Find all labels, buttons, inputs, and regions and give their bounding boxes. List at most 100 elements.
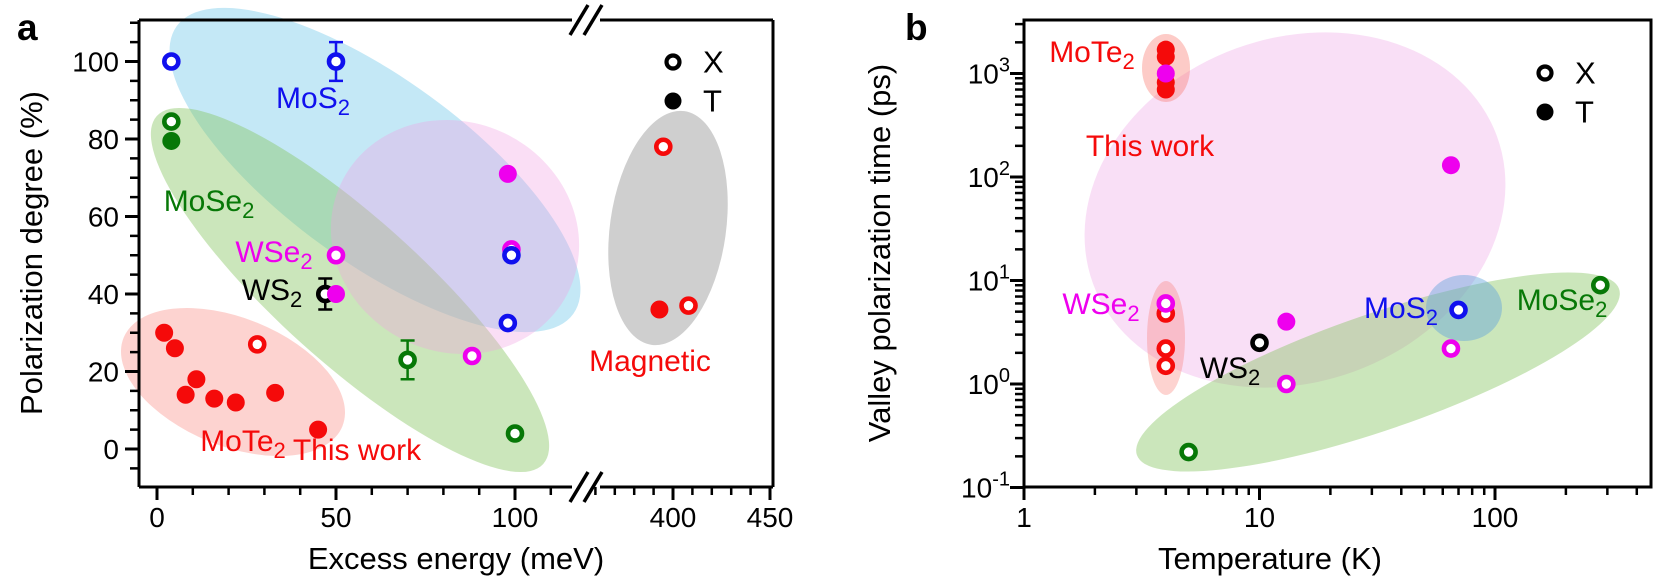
Magnetic-region	[608, 110, 728, 346]
legend-marker-X	[1536, 64, 1554, 82]
legend-marker-T	[664, 92, 682, 110]
panel-b-axes: 1 10 100 103 102 101 100 10-1	[961, 18, 1653, 533]
data-point	[205, 389, 224, 408]
data-point	[326, 52, 346, 71]
this-work-region	[1084, 32, 1506, 388]
plot-border	[1022, 18, 1653, 489]
x-tick-label: 0	[149, 502, 165, 533]
axis-break-mark	[582, 4, 604, 36]
series-label-this-work: This work	[1086, 130, 1215, 163]
y-tick-label: 103	[968, 55, 1010, 90]
MoSe2-region	[150, 107, 550, 473]
WSe2-region	[330, 119, 580, 355]
data-point	[1156, 64, 1175, 83]
series-label-mose: MoSe2	[1517, 284, 1608, 322]
data-point	[498, 313, 518, 333]
data-point	[462, 346, 482, 366]
data-point	[505, 424, 525, 443]
data-point	[1250, 333, 1269, 353]
data-point	[247, 335, 267, 354]
legend-label-T: T	[703, 84, 722, 119]
y-tick-label: 60	[88, 202, 119, 233]
x-tick-label: 50	[320, 502, 351, 533]
data-point	[1156, 80, 1175, 99]
y-tick-label: 80	[88, 124, 119, 155]
series-label-mos: MoS2	[276, 82, 350, 120]
data-point	[1179, 442, 1198, 462]
data-point	[1156, 294, 1176, 313]
MoTe2-bottom-region	[1147, 281, 1185, 395]
legend-marker-X	[664, 53, 682, 71]
series-label-magnetic: Magnetic	[589, 345, 711, 378]
x-tick-label: 100	[1472, 502, 1519, 533]
MoSe2-region	[1136, 272, 1620, 472]
data-point	[502, 245, 521, 265]
series-label-this-work: This work	[293, 434, 422, 467]
x-tick-label: 100	[492, 502, 539, 533]
data-point	[1441, 339, 1461, 358]
panel-b-y-axis-title: Valley polarization time (ps)	[862, 64, 897, 442]
data-point	[1277, 312, 1296, 331]
data-point	[653, 137, 673, 157]
panel-b-legend: XT	[1536, 56, 1596, 130]
data-point	[1591, 275, 1610, 295]
data-point	[1156, 356, 1176, 376]
y-tick-label: 100	[72, 47, 119, 78]
series-label-ws: WS2	[1200, 352, 1261, 390]
data-point	[1441, 156, 1460, 175]
panel-b-points	[1156, 40, 1610, 462]
data-point	[1156, 339, 1176, 358]
axis-break-mark	[582, 471, 604, 503]
data-point	[679, 296, 698, 315]
axis-break-mark	[568, 471, 590, 503]
series-label-mote: MoTe2	[200, 425, 286, 463]
data-point	[398, 350, 417, 370]
panel-a-points	[155, 40, 698, 443]
data-point	[176, 385, 195, 404]
series-label-ws: WS2	[242, 274, 303, 312]
data-point	[326, 245, 346, 265]
y-tick-label: 102	[968, 158, 1010, 193]
x-tick-label: 450	[747, 502, 794, 533]
y-tick-label: 20	[88, 357, 119, 388]
panel-b-x-axis-title: Temperature (K)	[1158, 541, 1382, 576]
panel-a-axes: 0 50 100 400 450 0 20 40 60 80 100	[72, 4, 794, 533]
data-point	[309, 420, 328, 439]
series-label-mos: MoS2	[1364, 292, 1438, 330]
panel-a-legend: XT	[664, 45, 724, 119]
legend-label-X: X	[1575, 56, 1596, 91]
y-tick-label: 0	[103, 434, 119, 465]
data-point	[226, 393, 245, 412]
series-label-wse: WSe2	[1062, 288, 1139, 326]
y-tick-label: 100	[968, 365, 1010, 400]
panel-a-regions	[120, 7, 728, 473]
y-tick-label: 10-1	[961, 469, 1010, 504]
x-tick-label: 400	[650, 502, 697, 533]
y-tick-label: 101	[968, 262, 1010, 297]
plot-border	[137, 18, 775, 489]
series-label-wse: WSe2	[235, 236, 312, 274]
data-point	[155, 323, 174, 342]
panel-b-letter: b	[905, 7, 928, 48]
series-label-mose: MoSe2	[164, 185, 255, 223]
MoS2-region	[169, 7, 581, 333]
legend-label-X: X	[703, 45, 724, 80]
panel-a-x-axis-title: Excess energy (meV)	[308, 541, 604, 576]
data-point	[498, 164, 517, 183]
data-point	[1277, 374, 1296, 394]
data-point	[327, 285, 345, 303]
panel-a-letter: a	[17, 7, 38, 48]
data-point	[165, 339, 184, 358]
series-label-mote: MoTe2	[1049, 36, 1135, 74]
legend-marker-T	[1536, 103, 1554, 121]
data-point	[162, 112, 181, 131]
panel-b-series-labels: MoTe2 This work WSe2 WS2 MoS2 MoSe2	[1049, 36, 1607, 390]
y-tick-label: 40	[88, 279, 119, 310]
data-point	[650, 300, 669, 319]
data-point	[162, 131, 181, 150]
data-point	[1449, 300, 1468, 320]
panel-b-regions	[1084, 32, 1620, 472]
data-point	[187, 370, 206, 389]
